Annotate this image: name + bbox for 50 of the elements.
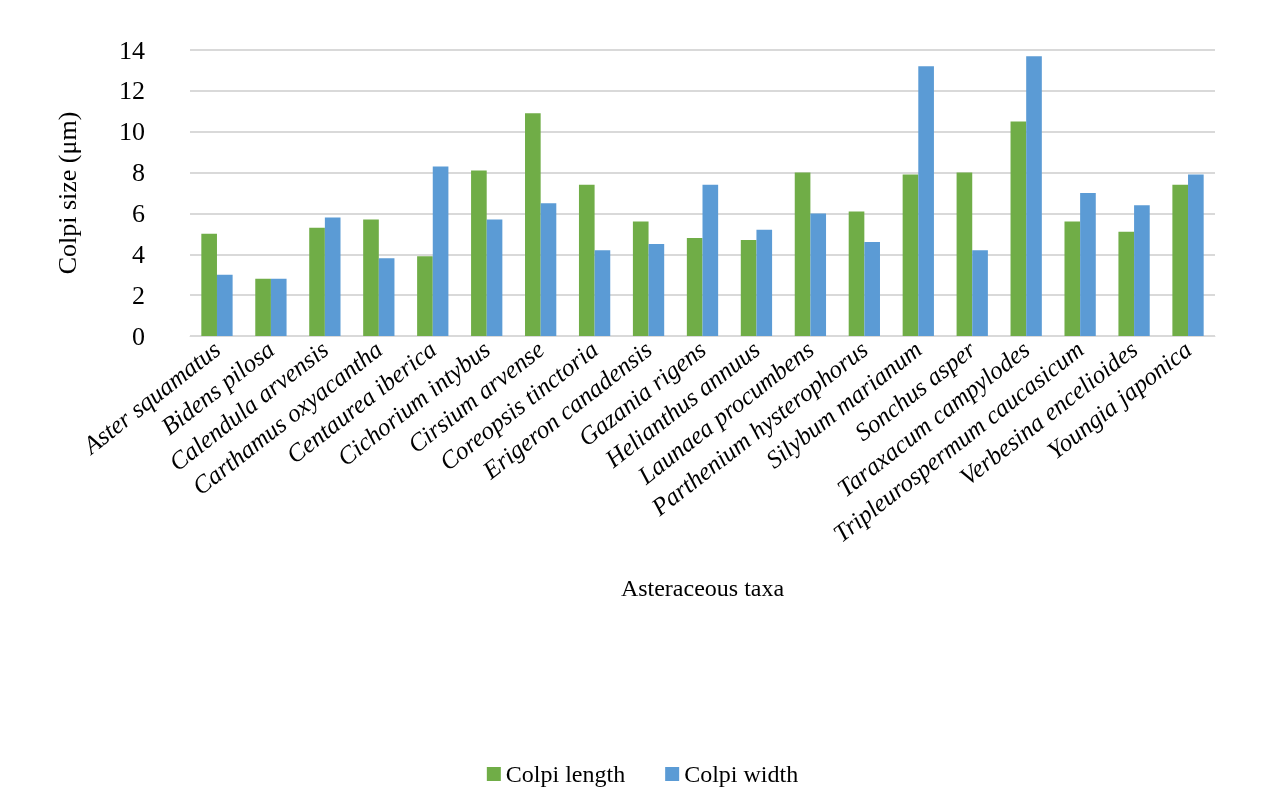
- y-tick-label: 10: [119, 117, 145, 147]
- bar: [471, 170, 487, 336]
- bar: [270, 278, 287, 336]
- bar: [794, 172, 811, 336]
- bar: [578, 184, 595, 336]
- x-axis-title: Asteraceous taxa: [620, 575, 785, 601]
- bar: [848, 211, 865, 336]
- bar: [363, 219, 379, 336]
- bar: [810, 213, 827, 336]
- bar: [1026, 56, 1042, 336]
- legend-label: Colpi length: [505, 761, 626, 787]
- bar: [740, 239, 757, 336]
- bar: [309, 227, 325, 336]
- bar: [432, 166, 449, 336]
- y-tick-label: 0: [132, 321, 145, 351]
- bar: [378, 258, 395, 336]
- bar: [632, 221, 649, 336]
- bar: [956, 172, 973, 336]
- y-tick-label: 2: [132, 280, 145, 310]
- bar: [540, 203, 557, 336]
- bar: [525, 113, 541, 336]
- bar: [864, 242, 880, 336]
- bar: [648, 244, 665, 336]
- y-tick-label: 8: [132, 158, 145, 188]
- bar: [255, 278, 271, 336]
- bar: [216, 274, 233, 336]
- bar: [1080, 193, 1096, 336]
- y-tick-label: 14: [119, 35, 145, 65]
- y-tick-label: 12: [119, 76, 145, 106]
- bar: [1064, 221, 1081, 336]
- bar: [702, 184, 719, 336]
- y-axis-title: Colpi size (μm): [52, 111, 82, 275]
- bar: [324, 217, 341, 336]
- bar: [201, 233, 217, 336]
- bar: [756, 229, 773, 336]
- bar: [1010, 121, 1027, 336]
- bar: [1118, 231, 1135, 336]
- bar: [918, 66, 934, 336]
- bar: [1172, 184, 1189, 336]
- y-tick-label: 6: [132, 198, 145, 228]
- legend-label: Colpi width: [684, 761, 799, 787]
- bar: [1134, 205, 1150, 336]
- bar: [1188, 174, 1204, 336]
- bar: [594, 250, 611, 336]
- y-tick-label: 4: [132, 239, 145, 269]
- bar: [972, 250, 988, 336]
- bar: [902, 174, 919, 336]
- bar: [486, 219, 503, 336]
- bar: [686, 237, 703, 336]
- bar: [417, 256, 433, 336]
